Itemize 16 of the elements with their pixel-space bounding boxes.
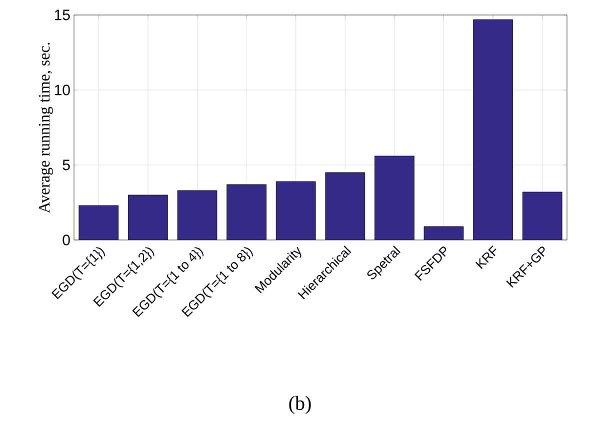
bar — [276, 181, 316, 240]
text: (b) — [289, 396, 311, 414]
y-tick-label: 0 — [62, 234, 70, 246]
bar — [473, 19, 513, 240]
bar — [78, 205, 118, 240]
bar — [226, 184, 266, 240]
bar — [128, 194, 168, 240]
y-tick-label: 5 — [62, 160, 70, 170]
bar — [522, 192, 562, 240]
y-axis-title: Average running time, sec. — [38, 42, 53, 214]
y-tick-label: 10 — [54, 84, 70, 96]
bar — [424, 226, 464, 240]
bar — [178, 190, 217, 240]
bar — [374, 156, 414, 240]
y-tick-label: 15 — [54, 10, 70, 20]
bar — [325, 172, 365, 240]
